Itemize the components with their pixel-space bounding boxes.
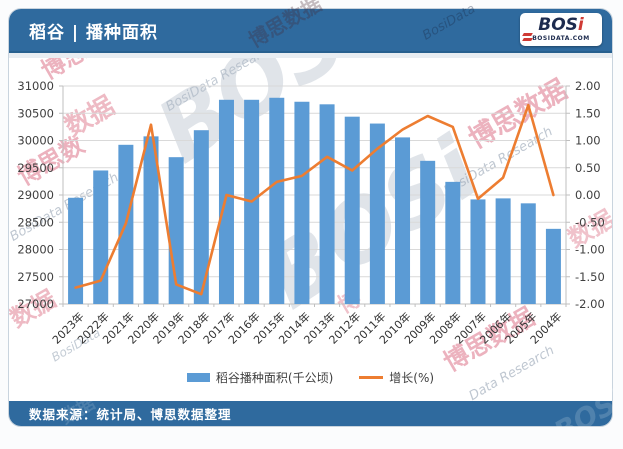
bar	[495, 198, 511, 304]
gridlines	[63, 85, 566, 305]
bar	[143, 136, 159, 304]
bar-series	[68, 97, 561, 304]
legend-item-growth: 增长(%)	[359, 369, 434, 386]
logo-caption: BOSIDATA.COM	[532, 35, 590, 42]
bar	[369, 123, 385, 304]
bar	[344, 116, 360, 304]
bar-series-swatch-icon	[186, 372, 210, 382]
bar	[294, 101, 310, 304]
bosi-logo: BOS i BOSIDATA.COM	[520, 13, 602, 46]
page-title: 稻谷 | 播种面积	[29, 22, 159, 43]
y-left-tick-label: 27000	[17, 297, 54, 311]
y-left-tick-label: 31000	[17, 79, 54, 93]
chart-canvas: 27000 -2.00 27500 -1.50 28000 -1.00 28500 -0.50…	[17, 79, 605, 347]
y-right-tick-label: 0.50	[575, 161, 601, 175]
bar	[218, 99, 234, 304]
bar	[395, 137, 411, 304]
data-source-text: 数据来源：统计局、博思数据整理	[29, 407, 232, 422]
bar	[445, 181, 461, 304]
footer-bar: 数据来源：统计局、博思数据整理	[9, 401, 612, 426]
legend-label-growth: 增长(%)	[389, 370, 435, 385]
bar	[93, 170, 109, 304]
y-left-tick-label: 29000	[17, 188, 54, 202]
bar	[269, 97, 285, 304]
legend-item-area: 稻谷播种面积(千公顷)	[186, 369, 334, 386]
y-right-tick-label: 1.50	[575, 106, 601, 120]
bar	[545, 228, 561, 304]
y-right-tick-label: -1.00	[575, 243, 605, 257]
legend-label-area: 稻谷播种面积(千公顷)	[215, 370, 334, 385]
header-divider	[9, 53, 612, 58]
y-left-tick-label: 29500	[17, 161, 54, 175]
axes	[59, 85, 570, 307]
line-series-swatch-icon	[359, 375, 384, 379]
y-right-tick-label: 0.00	[575, 188, 601, 202]
header-bar: 稻谷 | 播种面积	[9, 9, 612, 53]
logo-accent-letter: i	[577, 15, 584, 35]
y-left-tick-label: 30500	[17, 106, 54, 120]
bar	[420, 160, 436, 304]
y-right-tick-label: -1.50	[575, 270, 605, 284]
bar	[520, 203, 536, 304]
y-right-tick-label: -0.50	[575, 215, 605, 229]
y-left-tick-label: 27500	[17, 270, 54, 284]
bar	[470, 199, 486, 304]
chart-legend: 稻谷播种面积(千公顷) 增长(%)	[9, 367, 612, 387]
logo-stripe-icon	[522, 33, 533, 36]
y-left-tick-label: 28500	[17, 215, 54, 229]
y-right-tick-label: -2.00	[575, 297, 605, 311]
bar	[68, 197, 84, 304]
bar	[319, 104, 335, 304]
logo-wordmark: BOS i	[538, 17, 583, 34]
y-left-tick-label: 28000	[17, 243, 54, 257]
y-left-tick-label: 30000	[17, 134, 54, 148]
y-right-tick-label: 2.00	[575, 79, 601, 93]
logo-text: BOS	[538, 15, 578, 35]
bar	[193, 130, 209, 304]
growth-line	[74, 103, 555, 296]
y-right-tick-label: 1.00	[575, 134, 601, 148]
logo-stripe-icon	[522, 38, 533, 41]
